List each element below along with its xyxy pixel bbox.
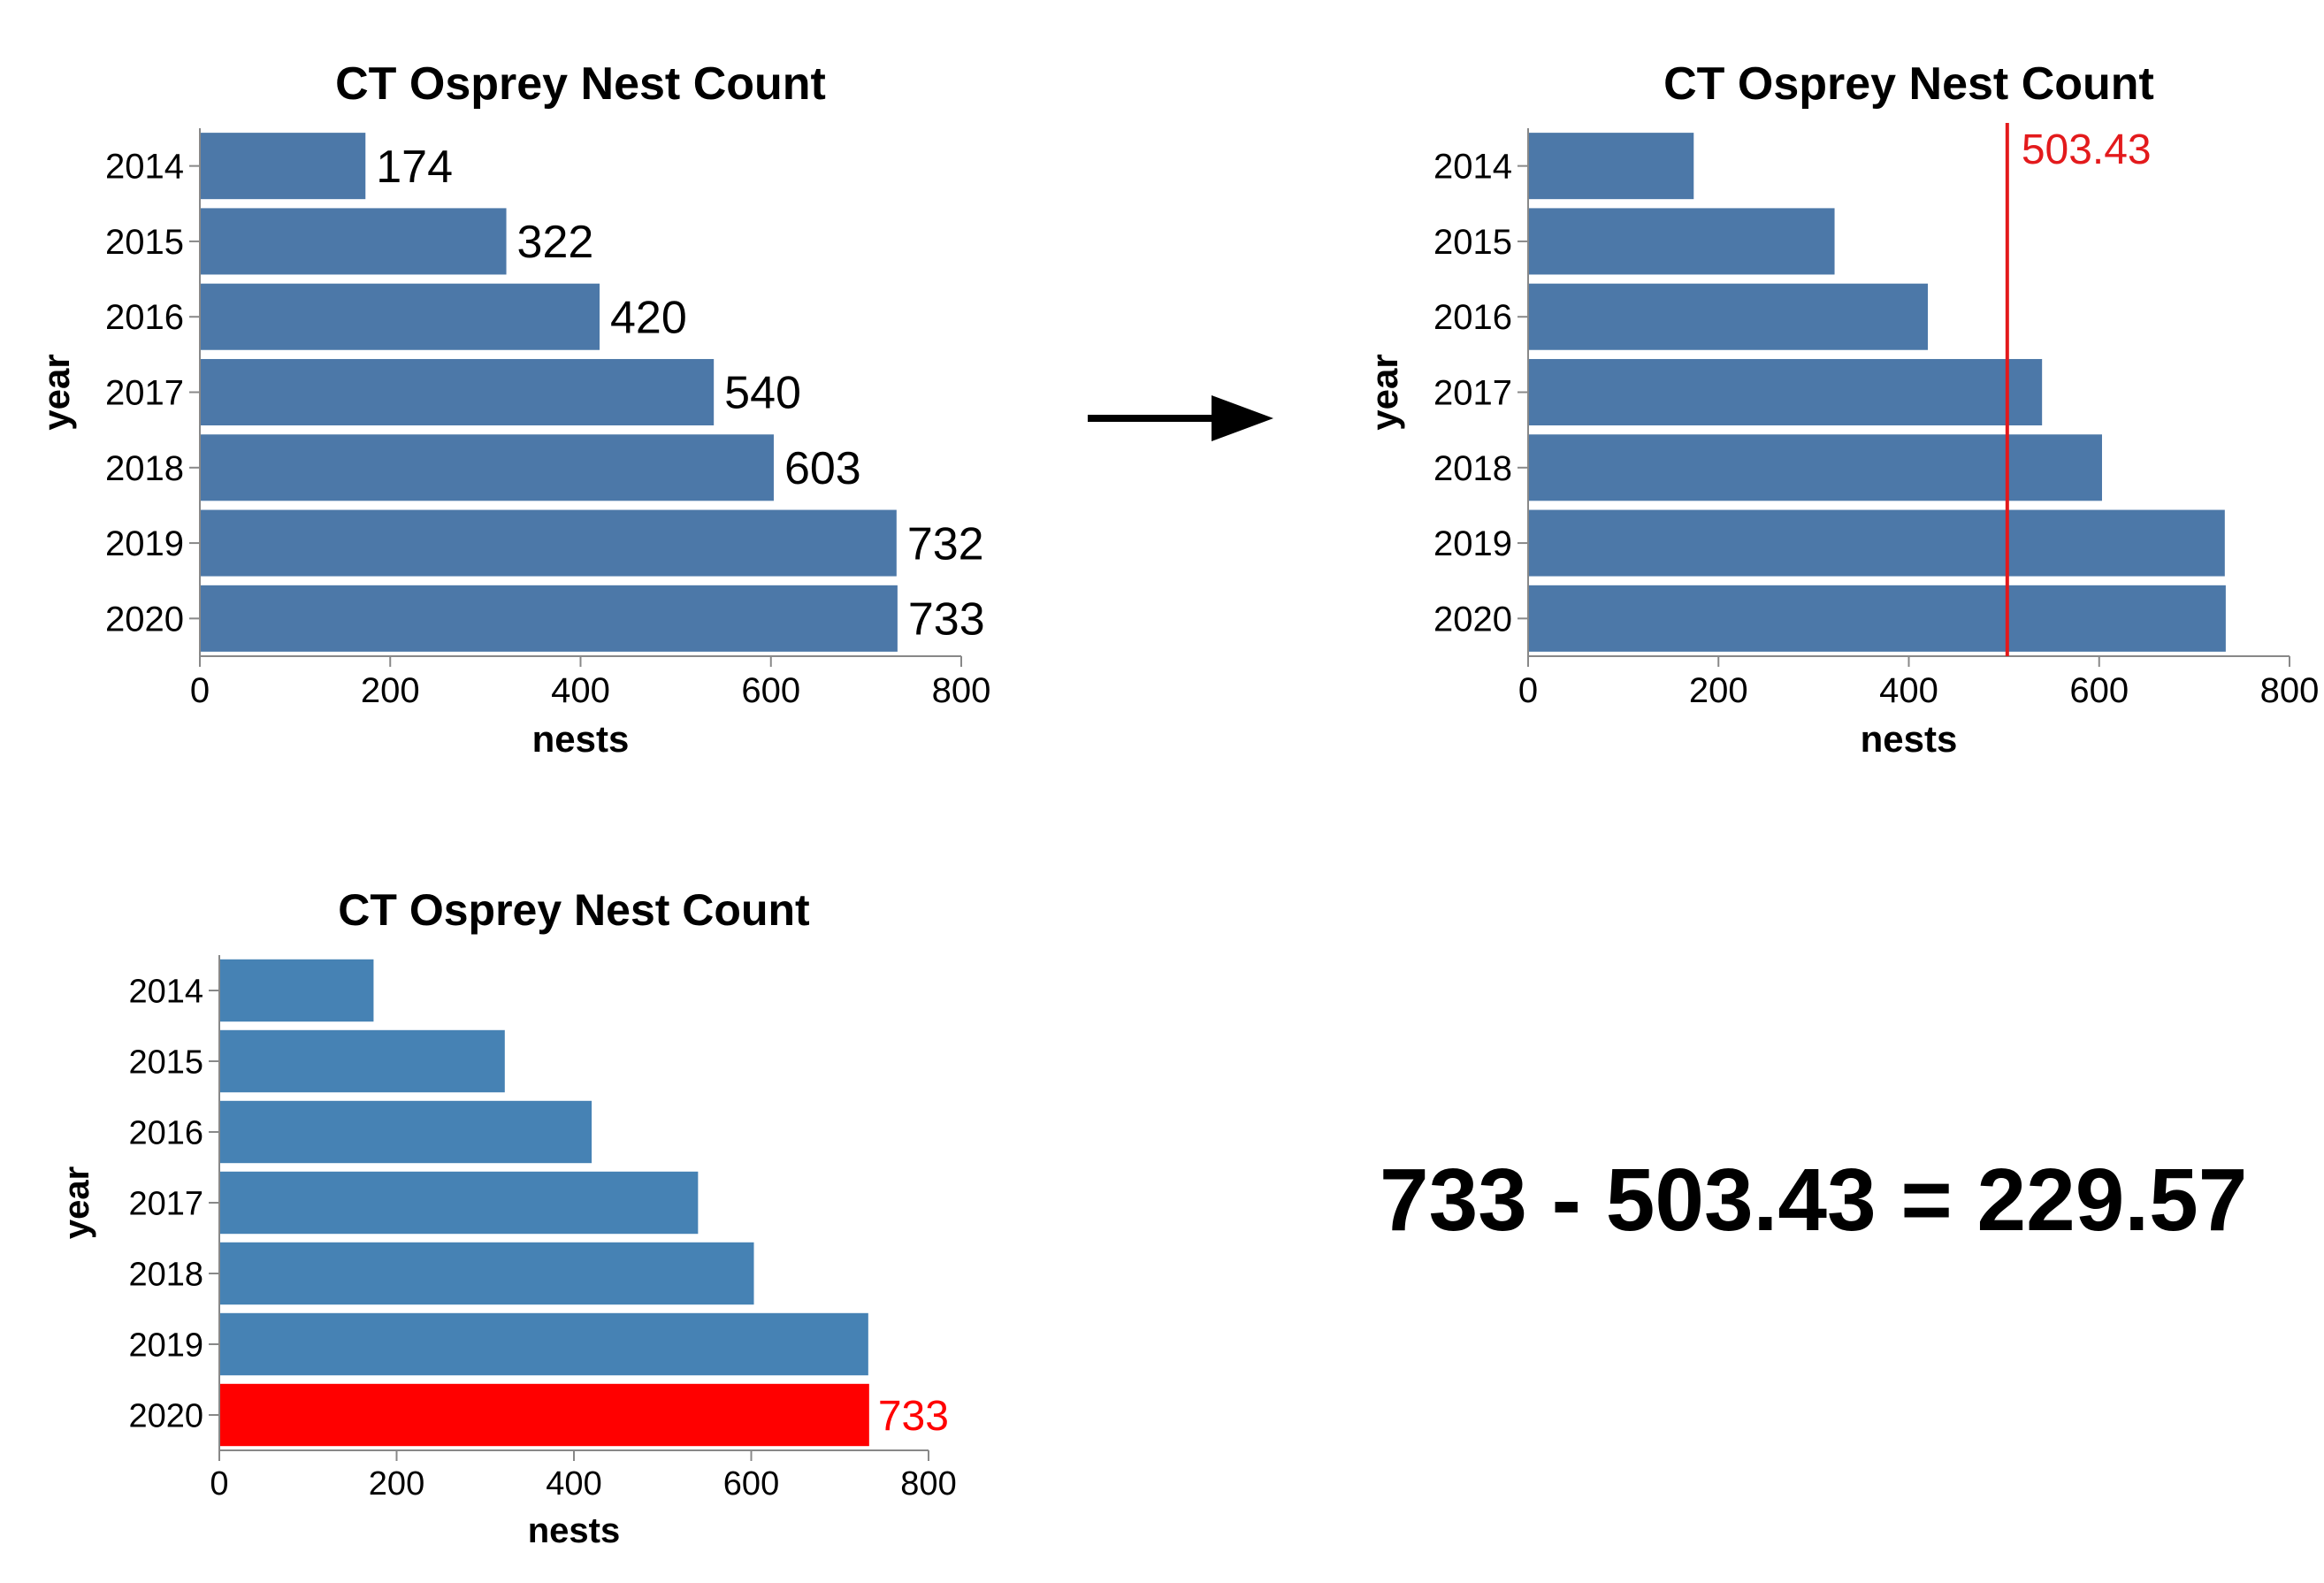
x-tick-label: 800 <box>900 1465 956 1503</box>
x-tick-label: 0 <box>210 1465 228 1503</box>
x-tick-label: 200 <box>1689 671 1748 710</box>
y-tick-label: 2019 <box>105 524 184 563</box>
arrow-icon <box>1088 395 1273 441</box>
highlight-label: 733 <box>878 1393 949 1440</box>
x-tick-label: 400 <box>551 671 610 710</box>
y-tick-label: 2015 <box>105 223 184 262</box>
bar-2020 <box>219 1383 869 1447</box>
y-tick-label: 2018 <box>105 449 184 488</box>
x-tick-label: 200 <box>361 671 420 710</box>
y-tick-label: 2020 <box>1433 600 1512 639</box>
y-tick-label: 2015 <box>1433 223 1512 262</box>
data-label: 732 <box>907 518 984 570</box>
y-tick-label: 2016 <box>105 298 184 337</box>
y-tick-label: 2014 <box>1433 148 1512 187</box>
x-tick-label: 200 <box>369 1465 424 1503</box>
x-tick-label: 800 <box>2260 671 2320 710</box>
y-tick-label: 2017 <box>105 374 184 413</box>
y-axis-title: year <box>35 354 77 430</box>
bar-2020 <box>1528 585 2226 652</box>
x-tick-label: 600 <box>741 671 800 710</box>
x-tick-label: 400 <box>1879 671 1938 710</box>
bar-2015 <box>200 208 507 275</box>
y-tick-label: 2016 <box>1433 298 1512 337</box>
y-axis-title: year <box>1364 354 1405 430</box>
y-axis-title: year <box>57 1166 96 1239</box>
data-label: 603 <box>784 443 861 494</box>
data-label: 420 <box>610 292 687 343</box>
y-tick-label: 2020 <box>105 600 184 639</box>
bar-2019 <box>219 1312 868 1376</box>
y-tick-label: 2020 <box>128 1397 203 1434</box>
bar-2020 <box>200 585 898 652</box>
chart-title: CT Osprey Nest Count <box>1663 58 2154 110</box>
data-label: 733 <box>908 594 985 646</box>
y-tick-label: 2019 <box>128 1327 203 1364</box>
bar-2016 <box>219 1100 592 1164</box>
bar-2014 <box>219 959 374 1022</box>
bar-2016 <box>1528 283 1929 350</box>
data-label: 540 <box>724 368 801 419</box>
y-tick-label: 2018 <box>1433 449 1512 488</box>
x-tick-label: 600 <box>723 1465 779 1503</box>
data-label: 322 <box>517 217 594 268</box>
bar-2015 <box>219 1029 505 1093</box>
bar-2017 <box>219 1171 699 1235</box>
x-axis-title: nests <box>532 718 630 760</box>
y-tick-label: 2017 <box>128 1185 203 1222</box>
data-label: 174 <box>376 141 453 193</box>
y-tick-label: 2014 <box>128 973 203 1010</box>
y-tick-label: 2014 <box>105 148 184 187</box>
bar-2019 <box>200 509 897 577</box>
x-tick-label: 0 <box>190 671 210 710</box>
x-axis-title: nests <box>1861 718 1958 760</box>
bar-2016 <box>200 283 600 350</box>
x-tick-label: 800 <box>932 671 991 710</box>
chart-top-left: CT Osprey Nest Count 174 2014 322 2015 420 201… <box>35 58 990 760</box>
chart-title: CT Osprey Nest Count <box>335 58 826 110</box>
x-tick-label: 600 <box>2069 671 2129 710</box>
bar-2018 <box>200 434 774 501</box>
bar-2018 <box>219 1242 754 1305</box>
y-tick-label: 2016 <box>128 1114 203 1151</box>
y-tick-label: 2018 <box>128 1256 203 1293</box>
bar-2015 <box>1528 208 1835 275</box>
x-tick-label: 0 <box>1518 671 1538 710</box>
chart-bottom-left: CT Osprey Nest Count 2014 2015 2016 2017 2018… <box>57 885 957 1550</box>
bar-2017 <box>1528 358 2043 426</box>
bar-2019 <box>1528 509 2225 577</box>
reference-line-label: 503.43 <box>2022 126 2152 173</box>
bar-2014 <box>1528 133 1694 200</box>
y-tick-label: 2019 <box>1433 524 1512 563</box>
y-tick-label: 2015 <box>128 1044 203 1081</box>
bar-2018 <box>1528 434 2102 501</box>
chart-title: CT Osprey Nest Count <box>338 885 810 935</box>
equation-text: 733 - 503.43 = 229.57 <box>1380 1151 2248 1250</box>
bar-2017 <box>200 358 715 426</box>
y-tick-label: 2017 <box>1433 374 1512 413</box>
bar-2014 <box>200 133 366 200</box>
x-axis-title: nests <box>528 1511 621 1550</box>
chart-top-right: CT Osprey Nest Count 2014 2015 2016 2017 2018… <box>1364 58 2319 760</box>
x-tick-label: 400 <box>546 1465 601 1503</box>
